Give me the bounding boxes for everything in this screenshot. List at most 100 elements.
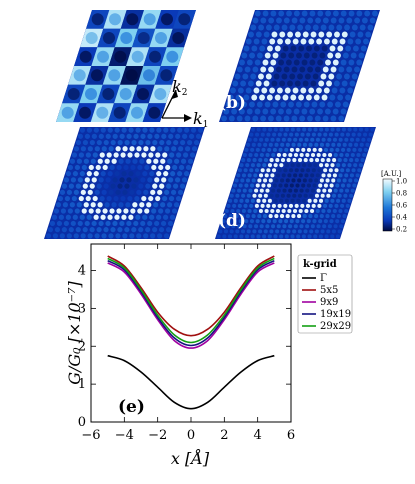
heatmap-cell [163,127,169,133]
heatmap-cell [311,132,316,137]
heatmap-cell [76,158,83,164]
heatmap-cell [261,38,268,45]
heatmap-cell [69,202,75,208]
heatmap-cell [329,147,334,152]
heatmap-cell [145,227,151,233]
heatmap-cell [351,73,358,80]
heatmap-cell [268,66,274,73]
legend-entry: 19x19 [320,309,351,320]
heatmap-cell [330,115,337,122]
heatmap-cell [282,188,287,193]
heatmap-cell [308,38,315,45]
heatmap-cell [331,38,338,45]
heatmap-cell [293,152,299,158]
heatmap-cell [313,163,318,168]
heatmap-cell [255,132,260,137]
heatmap-cell [302,142,307,147]
heatmap-cell [253,137,258,142]
heatmap-cell [95,208,101,214]
heatmap-cell [136,146,142,152]
heatmap-cell [142,214,148,220]
heatmap-cell [56,220,63,227]
heatmap-cell [336,24,343,31]
heatmap-cell [168,195,175,202]
heatmap-cell [316,38,323,45]
heatmap-cell [306,168,311,173]
heatmap-cell [273,163,278,168]
heatmap-cell [119,177,125,183]
heatmap-cell [309,108,316,115]
heatmap-cell [311,203,316,208]
heatmap-cell [303,52,310,59]
heatmap-cell [256,101,263,108]
heatmap-cell [316,188,321,193]
heatmap-cell [276,173,281,178]
heatmap-cell [268,17,275,24]
axis-ticks: −6 −4 −2 0 2 4 6 0 1 2 3 4 [78,244,295,443]
y-tick-label: 0 [78,415,86,430]
heatmap-spot [113,106,126,119]
heatmap-cell [103,183,109,189]
heatmap-cell [136,233,142,239]
heatmap-cell [260,168,265,173]
heatmap-cell [237,87,244,94]
heatmap-cell [157,189,163,195]
heatmap-cell [297,178,302,183]
heatmap-spot [120,32,133,44]
heatmap-cell [300,132,305,137]
heatmap-cell [239,163,244,168]
heatmap-cell [289,24,296,31]
heatmap-cell [250,234,255,239]
heatmap-cell [312,24,319,31]
heatmap-cell [282,94,289,101]
heatmap-cell [267,163,273,168]
heatmap-spot [161,13,173,26]
heatmap-cell [278,147,283,152]
heatmap-cell [333,188,338,193]
heatmap-cell [365,142,370,147]
heatmap-cell [255,147,260,152]
heatmap-cell [288,101,294,108]
heatmap-cell [254,152,259,158]
heatmap-cell [233,101,240,108]
heatmap-cell [231,188,236,193]
heatmap-spot [109,13,121,26]
heatmap-cell [250,183,255,188]
heatmap-cell [356,59,363,66]
heatmap-cell [368,132,373,137]
y-tick-label: 3 [78,301,86,316]
heatmap-cell [318,234,323,239]
heatmap-cell [271,152,276,158]
heatmap-cell [279,163,284,168]
heatmap-cell [273,127,278,132]
heatmap-cell [166,202,173,208]
heatmap-cell [66,233,72,239]
heatmap-cell [130,208,136,214]
heatmap-cell [178,146,184,152]
heatmap-cell [336,198,341,203]
heatmap-cell [54,227,61,233]
heatmap-cell [256,127,261,132]
heatmap-cell [235,193,240,198]
heatmap-cell [301,108,308,115]
heatmap-cell [180,139,186,146]
heatmap-cell [332,137,338,142]
heatmap-cell [141,195,147,202]
heatmap-cell [227,94,234,101]
heatmap-cell [293,137,298,142]
heatmap-cell [79,214,85,220]
heatmap-cell [279,80,286,87]
heatmap-cell [330,198,335,203]
heatmap-spot [137,32,150,44]
series-line-2 [107,255,275,337]
heatmap-cell [317,59,324,66]
heatmap-cell [358,127,364,132]
legend-entry: 9x9 [320,297,338,308]
heatmap-cell [253,38,260,45]
heatmap-cell [237,168,242,173]
heatmap-cell [318,31,325,38]
heatmap-cell [278,183,283,188]
heatmap-cell [171,146,177,152]
heatmap-cell [94,189,100,195]
heatmap-cell [276,87,283,94]
